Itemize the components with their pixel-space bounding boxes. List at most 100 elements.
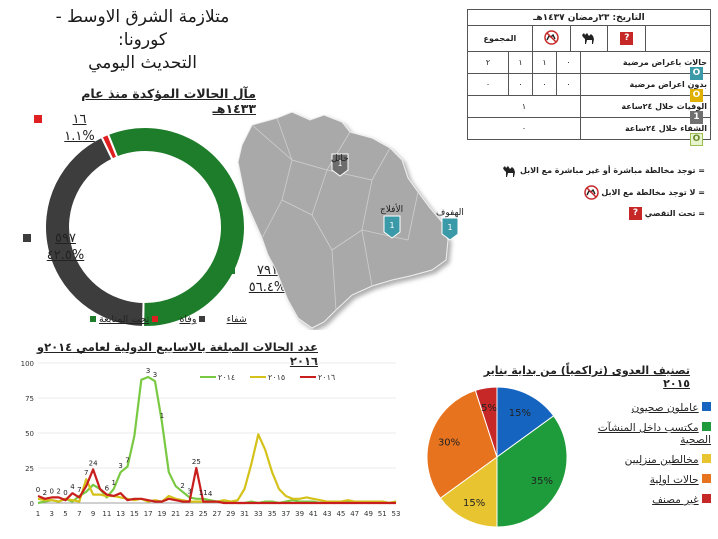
pie-legend-swatch: [702, 494, 711, 503]
row2-icon: O: [690, 82, 703, 102]
data-label: 6: [105, 485, 110, 493]
x-tick-label: 31: [240, 510, 249, 518]
legend-label: ٢٠١٦: [318, 373, 335, 382]
map-marker-hofuf: 1: [441, 217, 459, 241]
data-label: 7: [84, 469, 88, 477]
pie-legend-label: عاملون صحيون: [631, 402, 699, 414]
pie-legend-label: مخالطين منزليين: [624, 454, 699, 466]
data-label: 0: [50, 487, 54, 495]
x-tick-label: 29: [226, 510, 235, 518]
map-label-hail: حائل: [331, 154, 349, 164]
pie-slice-label: 15%: [509, 408, 531, 419]
legend-no-camel-text: = لا توجد مخالطة مع الابل: [601, 188, 705, 197]
camel-icon: [503, 166, 516, 177]
pie-legend-item: عاملون صحيون: [566, 402, 711, 414]
pie-slice: [439, 456, 498, 528]
map-marker-hail: 1: [331, 153, 349, 177]
x-tick-label: 7: [77, 510, 81, 518]
donut-segment: [106, 126, 246, 328]
row2-icon-glyph: O: [690, 89, 703, 102]
header-no-camel: [531, 25, 571, 52]
stats-table-panel: التاريخ: ٢٣رمضان ١٤٣٧هـ المجموع ? ٢ ١ ١ …: [467, 9, 711, 140]
x-tick-label: 23: [185, 510, 194, 518]
x-tick-label: 11: [102, 510, 111, 518]
donut-label-death: ٥٩٧ ٤٢.٥%: [23, 230, 93, 264]
pie-slice: [474, 386, 498, 458]
x-tick-label: 47: [350, 510, 359, 518]
x-tick-label: 39: [295, 510, 304, 518]
x-tick-label: 37: [281, 510, 290, 518]
row1-unknown: ٠: [556, 51, 581, 74]
monitoring-pct: ١.١%: [64, 129, 95, 144]
saudi-arabia-map: 1 1 1: [237, 111, 459, 329]
row2-total: ٠: [467, 73, 509, 96]
pie-slice-label: 5%: [481, 403, 497, 414]
x-tick-label: 3: [50, 510, 54, 518]
x-tick-label: 49: [364, 510, 373, 518]
row2-unknown: ٠: [556, 73, 581, 96]
pie-legend-label: حالات اولية: [649, 474, 699, 486]
monitoring-count: ١٦: [72, 112, 87, 127]
pie-slice-label: 30%: [438, 437, 460, 448]
title-line-2: التحديث اليومي: [88, 53, 197, 73]
row4-label-text: الشفاء خلال ٢٤ساعة: [624, 124, 707, 133]
row1-no-camel: ١: [508, 51, 533, 74]
death-pct: ٤٢.٥%: [46, 248, 85, 263]
legend-unknown: = تحت التقصي ?: [470, 207, 705, 220]
row1-label-text: حالات باعراض مرضية: [622, 58, 707, 67]
donut-legend: شفاء وفاة تحت المتابعة: [90, 314, 247, 325]
no-camel-icon: [583, 185, 599, 200]
row1-camel: ١: [532, 51, 557, 74]
pie-legend-swatch: [702, 422, 711, 431]
x-tick-label: 33: [254, 510, 263, 518]
pie-slice: [426, 389, 498, 499]
donut-segment: [44, 135, 145, 329]
hail-marker-value: 1: [337, 159, 342, 168]
data-label: 2: [56, 487, 60, 495]
death-marker: [23, 234, 31, 242]
row2-no-camel: ٠: [508, 73, 533, 96]
pie-legend-swatch: [702, 474, 711, 483]
data-label: 3: [153, 371, 157, 379]
data-label: 25: [192, 458, 201, 466]
no-camel-icon: [543, 30, 559, 45]
data-label: 0: [36, 486, 40, 494]
aflaj-marker-value: 1: [389, 221, 394, 230]
legend-unknown-text: = تحت التقصي: [644, 209, 705, 218]
y-tick-label: 25: [25, 465, 34, 473]
infection-classification-pie: 15% 35% 15% 30% 5%: [426, 386, 568, 528]
x-tick-label: 51: [378, 510, 387, 518]
x-tick-label: 53: [392, 510, 401, 518]
x-tick-label: 41: [309, 510, 318, 518]
data-label: 3: [146, 367, 150, 375]
pie-slice: [496, 415, 568, 528]
legend-recovery-swatch: [90, 316, 96, 322]
title-line-1: متلازمة الشرق الاوسط - كورونا:: [55, 7, 230, 50]
series-line: [37, 433, 397, 505]
pie-legend-swatch: [702, 402, 711, 411]
x-tick-label: 13: [116, 510, 125, 518]
stats-date: التاريخ: ٢٣رمضان ١٤٣٧هـ: [467, 9, 711, 26]
legend-monitoring-swatch: [152, 316, 159, 322]
row4-icon: O: [690, 126, 703, 146]
row4-total: ٠: [467, 117, 581, 140]
x-tick-label: 21: [171, 510, 180, 518]
stats-table: التاريخ: ٢٣رمضان ١٤٣٧هـ المجموع ?: [467, 9, 711, 52]
x-tick-label: 17: [144, 510, 153, 518]
pie-legend: عاملون صحيون مكتسب داخل المنشآت الصحية م…: [566, 402, 711, 514]
data-label: 2: [43, 489, 47, 497]
row2-camel: ٠: [532, 73, 557, 96]
pie-legend-item: مخالطين منزليين: [566, 454, 711, 466]
x-tick-label: 1: [36, 510, 40, 518]
question-icon: ?: [620, 32, 634, 45]
x-tick-label: 45: [336, 510, 345, 518]
pie-legend-item: غير مصنف: [566, 494, 711, 506]
row4-label: الشفاء خلال ٢٤ساعة: [580, 117, 711, 140]
stats-rows: ٢ ١ ١ ٠ حالات باعراض مرضية ٠ ٠ ٠ ٠ بدون …: [467, 51, 711, 140]
hofuf-marker-value: 1: [447, 223, 452, 232]
data-label: 3: [118, 462, 122, 470]
data-label: 4: [70, 483, 75, 491]
data-label: 1: [111, 479, 115, 487]
x-tick-label: 5: [63, 510, 67, 518]
pie-slice: [496, 386, 555, 458]
